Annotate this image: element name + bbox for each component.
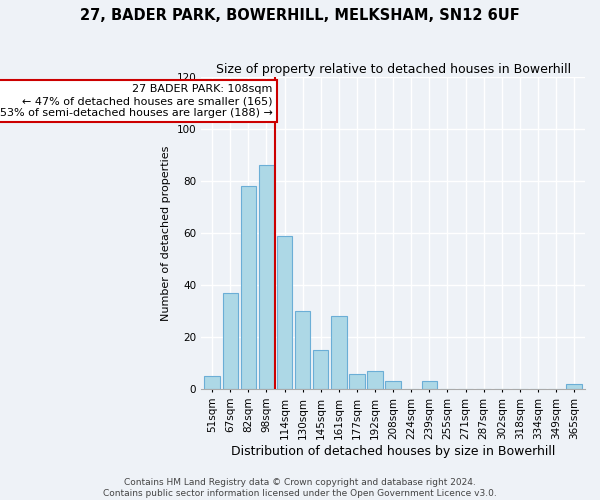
Bar <box>385 382 401 389</box>
Bar <box>367 371 383 389</box>
X-axis label: Distribution of detached houses by size in Bowerhill: Distribution of detached houses by size … <box>231 444 556 458</box>
Text: 27, BADER PARK, BOWERHILL, MELKSHAM, SN12 6UF: 27, BADER PARK, BOWERHILL, MELKSHAM, SN1… <box>80 8 520 22</box>
Bar <box>295 311 310 389</box>
Bar <box>313 350 328 389</box>
Bar <box>566 384 582 389</box>
Bar <box>241 186 256 389</box>
Bar <box>422 382 437 389</box>
Title: Size of property relative to detached houses in Bowerhill: Size of property relative to detached ho… <box>215 62 571 76</box>
Text: 27 BADER PARK: 108sqm
← 47% of detached houses are smaller (165)
53% of semi-det: 27 BADER PARK: 108sqm ← 47% of detached … <box>0 84 273 117</box>
Y-axis label: Number of detached properties: Number of detached properties <box>161 145 171 320</box>
Bar <box>331 316 347 389</box>
Bar <box>205 376 220 389</box>
Text: Contains HM Land Registry data © Crown copyright and database right 2024.
Contai: Contains HM Land Registry data © Crown c… <box>103 478 497 498</box>
Bar <box>223 293 238 389</box>
Bar <box>277 236 292 389</box>
Bar <box>259 165 274 389</box>
Bar <box>349 374 365 389</box>
